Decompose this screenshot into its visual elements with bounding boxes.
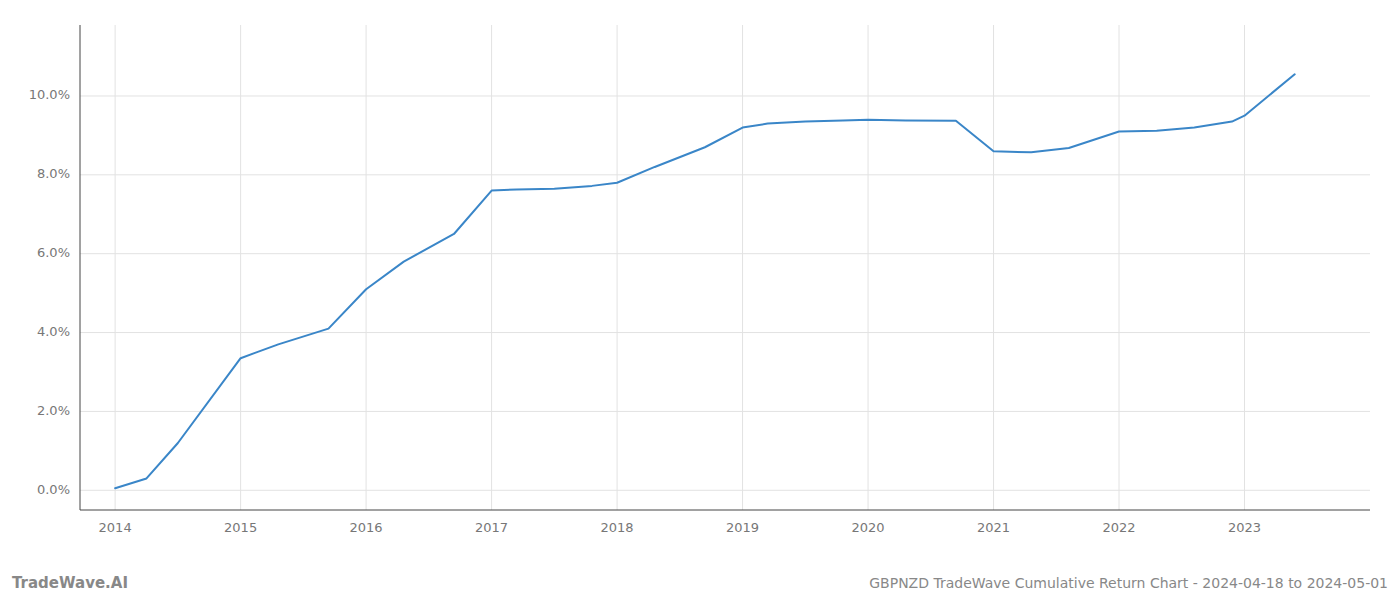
x-grid-line: [240, 25, 241, 510]
x-grid-line: [868, 25, 869, 510]
x-axis-line: [80, 510, 1370, 511]
x-tick-label: 2020: [852, 520, 885, 535]
x-grid-line: [1119, 25, 1120, 510]
x-tick-label: 2018: [601, 520, 634, 535]
x-grid-line: [742, 25, 743, 510]
return-line: [115, 74, 1295, 488]
y-axis-line: [80, 25, 81, 510]
x-grid-line: [115, 25, 116, 510]
y-tick-label: 8.0%: [37, 166, 70, 181]
y-tick-label: 2.0%: [37, 403, 70, 418]
x-grid-line: [1244, 25, 1245, 510]
y-grid-line: [80, 253, 1370, 254]
y-tick-label: 10.0%: [29, 87, 70, 102]
tick-labels: 0.0% 2.0% 4.0% 6.0% 8.0% 10.0% 2014 2015 2016 201…: [29, 87, 1261, 535]
chart: 0.0% 2.0% 4.0% 6.0% 8.0% 10.0% 2014 2015 2016 201…: [0, 0, 1400, 600]
title: GBPNZD TradeWave Cumulative Return Chart…: [869, 575, 1388, 591]
x-tick-label: 2023: [1228, 520, 1261, 535]
grid: [80, 25, 1370, 510]
y-tick-label: 6.0%: [37, 245, 70, 260]
plot-area: [115, 74, 1295, 488]
x-grid-line: [491, 25, 492, 510]
x-tick-label: 2017: [475, 520, 508, 535]
y-grid-line: [80, 490, 1370, 491]
x-tick-label: 2021: [977, 520, 1010, 535]
y-grid-line: [80, 174, 1370, 175]
x-tick-label: 2014: [99, 520, 132, 535]
chart-container: 0.0% 2.0% 4.0% 6.0% 8.0% 10.0% 2014 2015 2016 201…: [0, 0, 1400, 600]
x-grid-line: [366, 25, 367, 510]
x-tick-label: 2016: [350, 520, 383, 535]
y-grid-line: [80, 95, 1370, 96]
x-tick-label: 2015: [224, 520, 257, 535]
y-grid-line: [80, 411, 1370, 412]
y-grid-line: [80, 332, 1370, 333]
x-tick-label: 2019: [726, 520, 759, 535]
y-tick-label: 0.0%: [37, 482, 70, 497]
y-tick-label: 4.0%: [37, 324, 70, 339]
watermark: TradeWave.AI: [12, 574, 128, 592]
x-grid-line: [993, 25, 994, 510]
x-tick-label: 2022: [1102, 520, 1135, 535]
x-grid-line: [617, 25, 618, 510]
